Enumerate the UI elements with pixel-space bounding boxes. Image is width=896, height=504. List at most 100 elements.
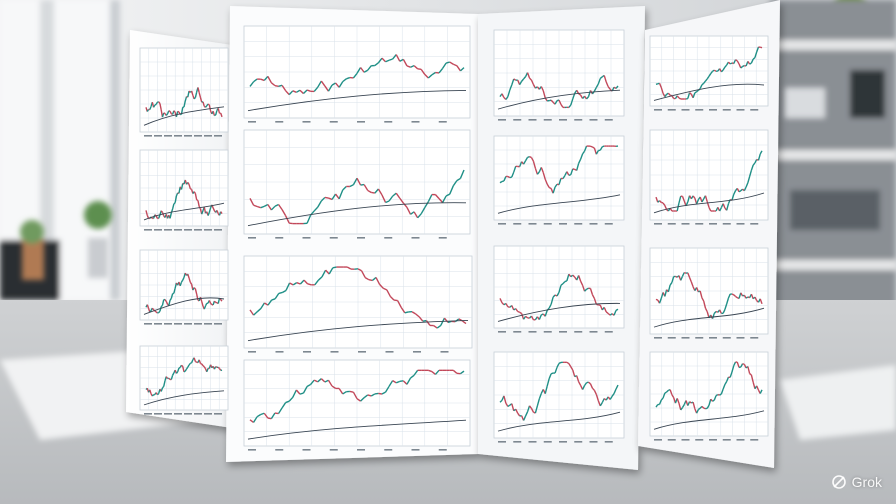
price-line-segment [187, 182, 190, 185]
price-line-segment [611, 393, 615, 397]
price-line-segment [207, 103, 210, 106]
price-line-segment [252, 416, 258, 423]
axis-tick-label [174, 135, 182, 137]
price-line-segment [417, 68, 422, 71]
price-line-segment [360, 397, 365, 402]
axis-tick-label [604, 441, 613, 443]
price-line-segment [581, 285, 586, 292]
price-line-segment [392, 380, 397, 384]
price-line-segment [425, 320, 431, 326]
price-line-segment [363, 184, 369, 191]
price-line-segment [731, 62, 734, 65]
price-line-segment [507, 404, 511, 408]
price-line-segment [720, 69, 724, 73]
price-line-segment [204, 303, 208, 307]
price-line-segment [733, 59, 737, 64]
price-line-segment [658, 399, 662, 405]
price-line-segment [546, 378, 550, 387]
price-line-segment [558, 99, 562, 105]
price-line-segment [529, 156, 532, 159]
price-line-segment [615, 85, 619, 89]
price-line-segment [452, 369, 458, 374]
price-line-segment [609, 395, 613, 400]
price-line-segment [581, 385, 586, 390]
axis-tick-label [302, 121, 311, 123]
price-line-segment [521, 78, 525, 82]
price-line-segment [324, 196, 329, 199]
price-line-segment [503, 176, 507, 182]
price-line-segment [249, 198, 255, 206]
price-line-segment [752, 381, 756, 389]
axis-tick-label [559, 223, 567, 225]
price-line-segment [173, 110, 176, 113]
price-line-segment [615, 384, 619, 390]
price-line-segment [396, 300, 402, 308]
price-line-segment [669, 282, 673, 286]
price-line-segment [540, 86, 544, 91]
chart-grids [139, 25, 769, 451]
price-line-segment [184, 368, 188, 372]
axis-tick-label [275, 351, 284, 353]
price-line-segment [664, 391, 667, 394]
price-line-segment [615, 308, 619, 311]
axis-tick-label [411, 121, 420, 123]
price-line-segment [193, 357, 197, 362]
price-line-segment [572, 274, 576, 278]
axis-tick-label [528, 223, 537, 225]
axis-tick-label [384, 449, 393, 451]
axis-tick-label [154, 413, 162, 415]
axis-tick-label [667, 223, 676, 225]
price-line-segment [544, 310, 548, 317]
price-line-segment [267, 417, 272, 420]
axis-tick-label [498, 223, 506, 225]
price-line-segment [169, 212, 173, 219]
price-line-segment [499, 399, 503, 403]
axis-tick-label [164, 413, 172, 415]
price-line-segment [694, 91, 698, 94]
price-line-segment [292, 90, 297, 93]
axis-tick-label [498, 331, 506, 333]
price-line-segment [256, 413, 262, 418]
axis-tick-label [214, 413, 222, 415]
price-line-segment [460, 370, 465, 375]
price-line-segment [572, 168, 575, 171]
price-line-segment [578, 381, 582, 386]
price-line-segment [593, 147, 598, 155]
axis-tick-label [329, 121, 338, 123]
price-line-segment [725, 203, 730, 211]
price-line-segment [680, 407, 684, 411]
price-line-segment [187, 364, 190, 368]
price-line-segment [459, 169, 465, 179]
price-line-segment [692, 195, 696, 199]
trend-curve [143, 297, 225, 315]
trend-curve [247, 319, 469, 342]
price-line-segment [277, 204, 283, 210]
price-line-segment [440, 317, 446, 326]
price-line-segment [249, 309, 255, 316]
price-line-segment [194, 91, 198, 98]
price-line-segment [548, 186, 552, 190]
axis-tick-label [358, 351, 366, 353]
price-line-segment [554, 367, 558, 374]
price-line-segment [164, 299, 167, 302]
axis-tick-label [302, 237, 311, 239]
price-line-segment [704, 307, 708, 312]
price-line-segment [338, 189, 344, 200]
price-line-segment [441, 195, 447, 203]
axis-tick-label [604, 331, 613, 333]
price-line-segment [678, 403, 682, 411]
price-line-segment [447, 320, 452, 324]
price-line-segment [270, 82, 276, 87]
price-line-segment [427, 74, 433, 79]
axis-tick-label [329, 237, 338, 239]
price-line-segment [681, 272, 685, 277]
axis-tick-label [528, 441, 537, 443]
price-line-segment [562, 281, 566, 285]
price-line-segment [692, 92, 696, 98]
price-line-segment [749, 62, 752, 65]
price-line-segment [151, 307, 155, 311]
price-line-segment [715, 310, 719, 313]
price-line-segment [149, 389, 152, 395]
price-line-segment [434, 194, 440, 200]
price-line-segment [203, 366, 207, 370]
